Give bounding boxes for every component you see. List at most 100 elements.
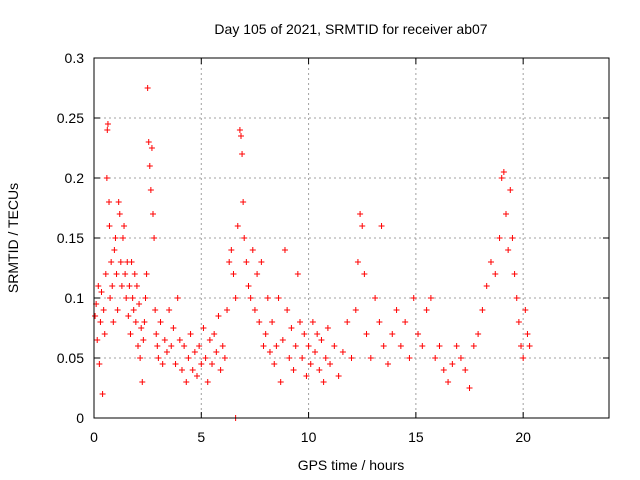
data-point [198, 361, 205, 367]
data-point [275, 295, 282, 301]
data-point [498, 175, 505, 181]
data-point [496, 235, 503, 241]
data-point [466, 385, 473, 391]
data-point [509, 235, 516, 241]
data-point [507, 187, 514, 193]
data-point [292, 343, 299, 349]
x-tick-label: 20 [515, 429, 531, 445]
data-points [92, 85, 533, 421]
data-point [307, 361, 314, 367]
data-point [254, 271, 261, 277]
data-point [132, 319, 139, 325]
data-point [95, 283, 102, 289]
data-point [116, 211, 123, 217]
data-point [290, 367, 297, 373]
data-point [445, 379, 452, 385]
data-point [297, 319, 303, 325]
data-point [144, 85, 151, 91]
data-point [99, 391, 106, 397]
data-point [301, 331, 308, 337]
data-point [322, 355, 329, 361]
data-point [106, 199, 113, 205]
data-point [511, 271, 518, 277]
data-point [113, 271, 120, 277]
data-point [107, 295, 114, 301]
data-point [299, 355, 306, 361]
data-point [348, 355, 355, 361]
data-point [196, 343, 203, 349]
data-point [100, 307, 107, 313]
data-point [316, 367, 323, 373]
data-point [271, 361, 278, 367]
data-point [449, 361, 456, 367]
data-point [243, 259, 250, 265]
y-tick-label: 0 [76, 410, 84, 426]
data-point [111, 247, 118, 253]
y-tick-label: 0.2 [65, 170, 85, 186]
data-point [277, 379, 284, 385]
data-point [367, 355, 374, 361]
data-point [139, 379, 146, 385]
data-point [262, 331, 269, 337]
data-point [129, 295, 136, 301]
data-point [128, 259, 135, 265]
data-point [204, 379, 211, 385]
data-point [312, 349, 319, 355]
y-tick-label: 0.3 [65, 50, 85, 66]
data-point [234, 223, 241, 229]
data-point [228, 247, 235, 253]
data-point [219, 343, 226, 349]
data-point [249, 247, 256, 253]
data-point [361, 271, 368, 277]
data-point [266, 349, 273, 355]
data-point [410, 295, 417, 301]
data-point [518, 343, 525, 349]
data-point [106, 223, 113, 229]
data-point [309, 319, 316, 325]
data-point [397, 343, 404, 349]
data-point [159, 361, 166, 367]
data-point [104, 127, 111, 133]
data-point [239, 151, 246, 157]
x-axis-label: GPS time / hours [298, 457, 405, 473]
data-point [520, 355, 527, 361]
data-point [264, 295, 271, 301]
data-point [327, 361, 334, 367]
data-point [183, 379, 190, 385]
data-point [191, 349, 198, 355]
data-point [237, 133, 244, 139]
data-point [119, 235, 126, 241]
data-point [286, 355, 293, 361]
data-point [475, 331, 482, 337]
axis-ticks [93, 57, 609, 419]
data-point [318, 337, 325, 343]
tick-labels: 0 5 10 15 20 0 0.05 0.1 0.15 0.2 0.25 0.3 [57, 50, 531, 445]
data-point [406, 355, 413, 361]
data-point [161, 337, 168, 343]
data-point [101, 331, 108, 337]
data-point [142, 295, 149, 301]
data-point [284, 307, 291, 313]
data-point [157, 319, 164, 325]
data-point [436, 343, 443, 349]
data-point [376, 319, 383, 325]
x-tick-label: 10 [301, 429, 317, 445]
data-point [97, 319, 104, 325]
data-point [94, 337, 101, 343]
data-point [202, 355, 209, 361]
data-point [357, 211, 364, 217]
y-axis-label: SRMTID / TECUs [5, 183, 21, 293]
data-point [247, 295, 254, 301]
data-point [217, 367, 224, 373]
data-point [314, 331, 321, 337]
data-point [178, 367, 185, 373]
data-point [279, 337, 286, 343]
data-point [240, 199, 247, 205]
data-point [359, 223, 366, 229]
data-point [92, 313, 99, 319]
data-point [143, 271, 150, 277]
data-point [123, 295, 130, 301]
data-point [256, 319, 263, 325]
data-point [260, 343, 267, 349]
data-point [130, 307, 137, 313]
